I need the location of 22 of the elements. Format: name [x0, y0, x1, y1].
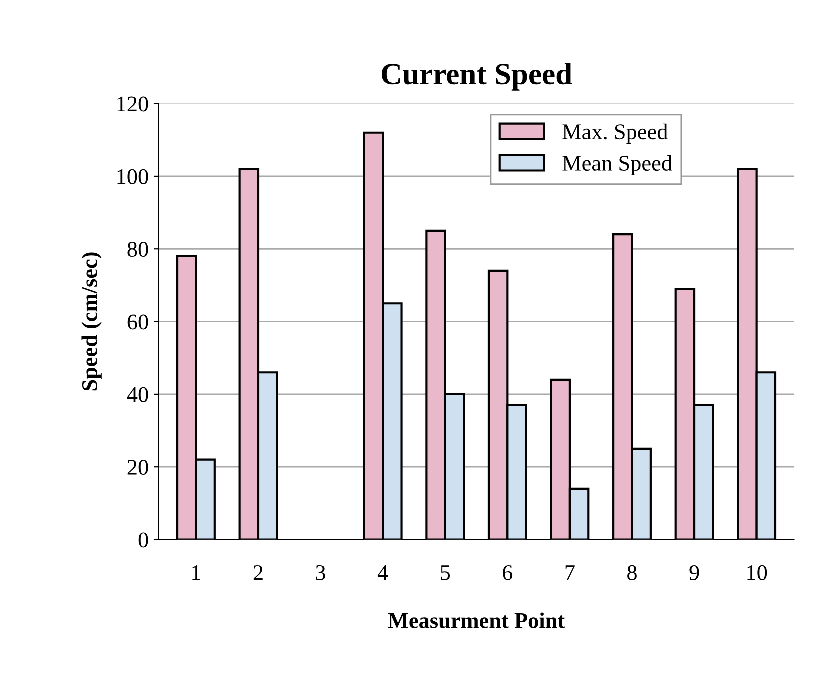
y-tick-label: 60 — [128, 314, 148, 330]
x-tick-label: 6 — [503, 565, 513, 580]
x-tick-label: 10 — [748, 565, 768, 580]
y-axis-title: Speed (cm/sec) — [82, 252, 102, 391]
y-tick-label: 100 — [118, 169, 148, 184]
x-tick-label: 4 — [378, 566, 388, 580]
y-tick-label: 40 — [127, 387, 148, 402]
x-tick-label: 5 — [441, 566, 450, 580]
legend-label: Max. Speed — [562, 124, 668, 144]
x-tick-label: 9 — [690, 565, 700, 580]
y-tick-label: 20 — [128, 460, 148, 476]
y-tick-label: 80 — [128, 242, 148, 258]
x-tick-label: 7 — [566, 566, 575, 580]
x-tick-label: 3 — [316, 565, 326, 580]
x-axis-title: Measurment Point — [388, 612, 565, 628]
legend-label: Mean Speed — [562, 155, 672, 176]
x-tick-label: 8 — [628, 565, 637, 580]
chart-title: Current Speed — [382, 63, 572, 91]
y-tick-label: 0 — [138, 532, 148, 548]
x-tick-label: 1 — [192, 566, 200, 580]
y-tick-label: 120 — [118, 96, 148, 112]
x-tick-label: 2 — [254, 565, 263, 580]
